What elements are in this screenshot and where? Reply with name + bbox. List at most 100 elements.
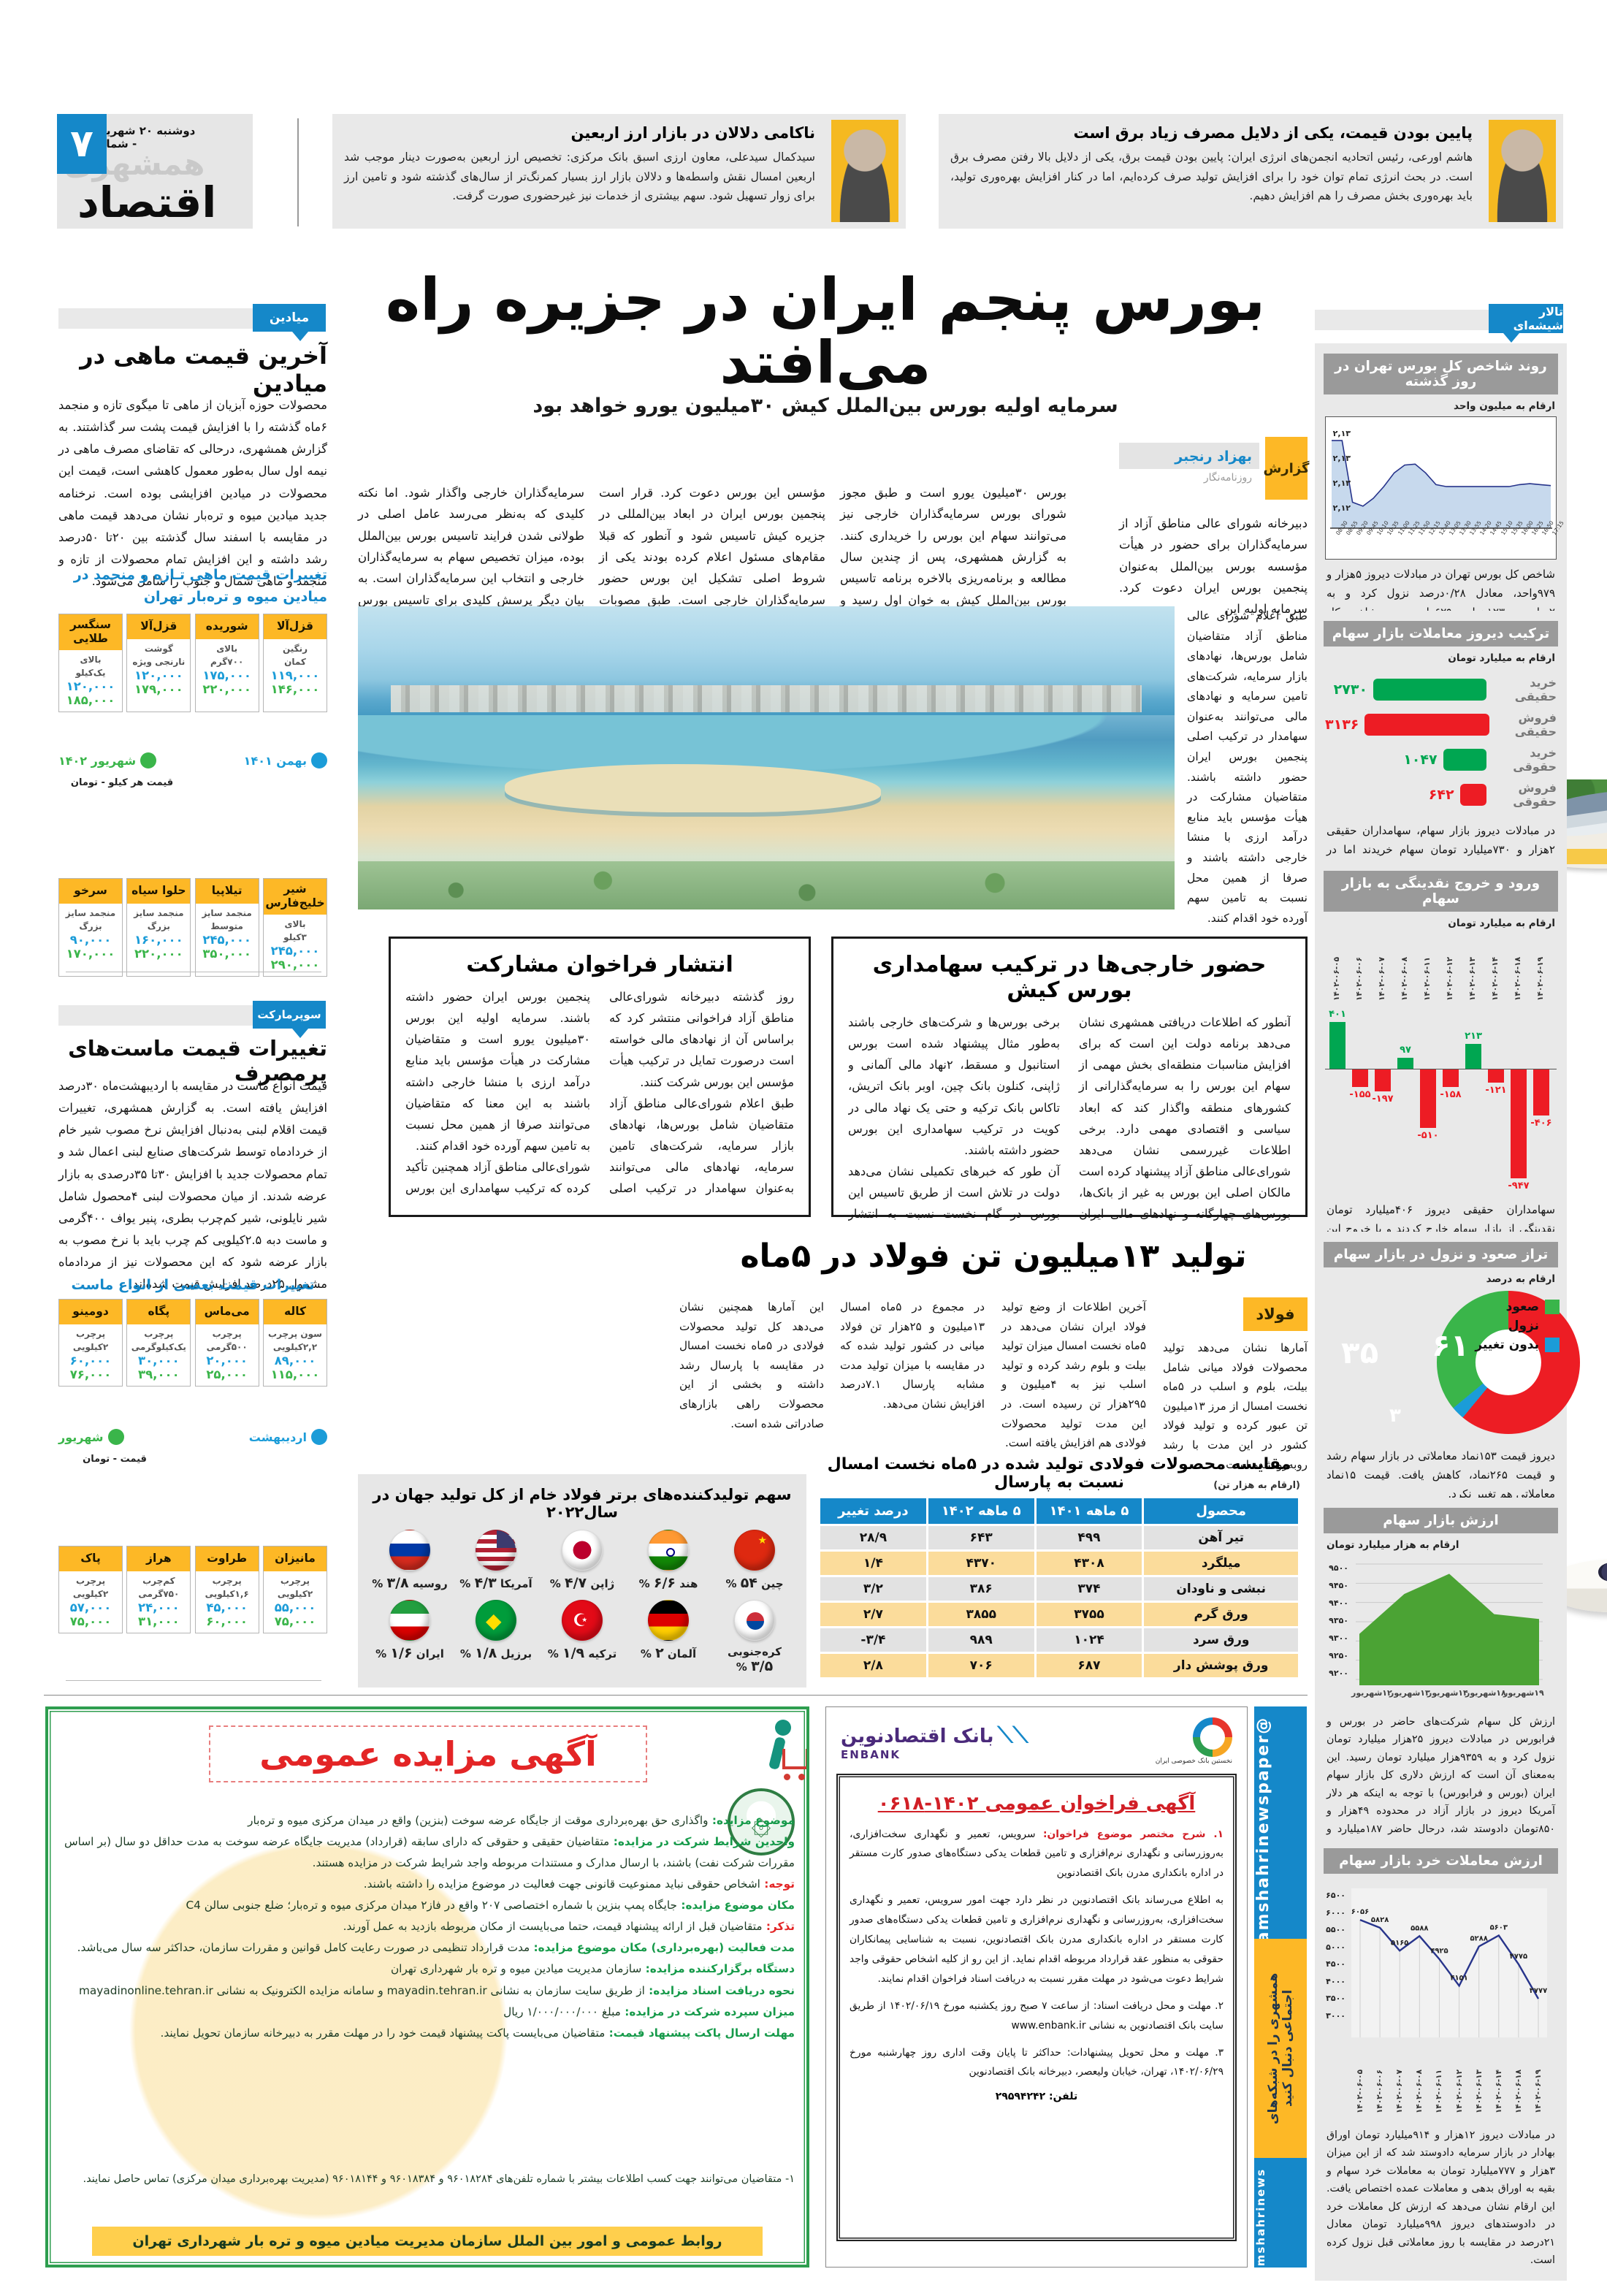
top-article-title: پایین بودن قیمت، یکی از دلایل مصرف زیاد … <box>1073 124 1473 142</box>
pie-value-down: ۶۱ <box>1432 1327 1470 1363</box>
ytick: ۲,۱۳ <box>1332 478 1351 488</box>
market-value-area-svg <box>1356 1563 1543 1685</box>
municipality-auction-ad: آگهی مزایده عمومی موضوع مزایده: واگذاری … <box>45 1706 809 2268</box>
legend-swatch <box>1545 1338 1560 1352</box>
country-share: کره‌جنوبی ۳/۵ % <box>715 1600 794 1674</box>
green-dot-icon <box>107 1429 124 1445</box>
panel-unit: ارقام به درصد <box>1486 1273 1555 1285</box>
country-share-label: هند ۶/۶ % <box>629 1575 708 1591</box>
auction-line-text: سازمان مدیریت میادین میوه و تره بار شهرد… <box>390 1962 642 1976</box>
flow-value: -۹۴۷ <box>1508 1181 1530 1191</box>
table-cell: ۳۷۵۵ <box>1036 1603 1142 1626</box>
auction-line-text: اشخاص حقوقی نباید ممنوعیت قانونی جهت فعا… <box>363 1877 760 1891</box>
country-name: برزیل <box>497 1647 533 1660</box>
country-share-value: ۶/۶ <box>653 1575 676 1591</box>
ytick: ۹۲۰۰ <box>1329 1668 1348 1678</box>
kish-box-text: آنطور که اطلاعات دریافتی همشهری نشان می‌… <box>848 1015 1291 1221</box>
enbank-brand-fa: بانک اقتصادنوین <box>841 1725 994 1747</box>
country-share: چین ۵۴ % <box>715 1530 794 1591</box>
product-name: سنگسر طلایی <box>59 614 123 650</box>
flow-value: ۹۷ <box>1400 1044 1411 1056</box>
table-cell: ۲/۷ <box>820 1603 926 1626</box>
byline-role: روزنامه‌نگار <box>1203 472 1252 484</box>
bar <box>1459 784 1486 806</box>
col-header: درصد تغییر <box>820 1498 926 1524</box>
page-number: ۷ <box>57 114 107 174</box>
steel-producers-flags: چین ۵۴ %هند ۶/۶ %ژاپن ۴/۷ %آمریکا ۴/۳ %ر… <box>358 1525 806 1679</box>
product-desc: پرچرب ۵۰۰گرمی <box>206 1329 248 1352</box>
article-side-col: طبق اعلام شورای عالی مناطق آزاد متقاضیان… <box>1187 609 1308 925</box>
flow-date: ۱۴۰۲-۰۶-۱۱ <box>1423 957 1432 1001</box>
percent-sign: % <box>736 1660 752 1674</box>
price-new: ۲۲۰,۰۰۰ <box>134 947 183 961</box>
ytick: ۹۳۵۰ <box>1329 1616 1348 1625</box>
portrait-oraee <box>1489 120 1556 222</box>
xtick: ۱۴۰۲-۰۶-۰۸ <box>1415 2070 1424 2113</box>
country-name: هند <box>675 1577 698 1590</box>
country-share-label: روسیه ۳/۸ % <box>370 1575 449 1591</box>
table-cell: ورق گرم <box>1144 1603 1298 1626</box>
flow-bar <box>1375 1069 1391 1092</box>
enbank-mark-icon: ⟋⟋ <box>997 1722 1028 1748</box>
country-share: آلمان ۲ % <box>629 1600 708 1674</box>
product-desc: بالای ۷۰۰گرم <box>210 644 244 667</box>
flow-bar <box>1420 1069 1436 1128</box>
header-divider <box>297 118 299 226</box>
flag-row: کره‌جنوبی ۳/۵ %آلمان ۲ % ترکیه ۱/۹ % برزیل… <box>358 1595 806 1679</box>
country-share-label: کره‌جنوبی ۳/۵ % <box>715 1645 794 1674</box>
germany-flag-icon <box>648 1600 689 1641</box>
product-name: هراز <box>127 1546 191 1571</box>
kish-box-title: حضور خارجی‌ها در ترکیب سهامداری بورس کیش <box>872 952 1267 1003</box>
participation-text: روز گذشته دبیرخانه شورای‌عالی مناطق آزاد… <box>405 990 794 1196</box>
col-header: ۵ ماهه ۱۴۰۱ <box>1036 1498 1142 1524</box>
price-card: حلوا سیاه منجمد سایز بزرگ ۱۶۰,۰۰۰ ۲۲۰,۰۰۰ <box>126 878 191 977</box>
supermarket-body: قیمت انواع ماست در مقایسه با اردیبهشت‌ما… <box>58 1079 327 1292</box>
price-card: مانیزان پرچرب ۲کیلویی ۵۵,۰۰۰ ۷۵,۰۰۰ <box>263 1546 327 1633</box>
xtick: ۱۴۰۲-۰۶-۱۸ <box>1514 2070 1523 2113</box>
flow-bar <box>1397 1057 1413 1069</box>
index-intraday-chart: ۲,۱۳ ۲,۱۳ ۲,۱۳ ۲,۱۲ 08:30 08:55 09:20 09:45 10:1… <box>1325 416 1565 560</box>
auction-ad-note: ۱- متقاضیان می‌توانند جهت کسب اطلاعات بی… <box>83 2173 795 2185</box>
table-cell: ۴۳۰۸ <box>1036 1552 1142 1575</box>
country-share-value: ۱/۹ <box>562 1645 585 1661</box>
country-share-value: ۳/۸ <box>386 1575 409 1591</box>
social-media-strip: @hamshahrinewspaper همشهری را در شبکه‌ها… <box>1254 1706 1307 2284</box>
auction-line-label: موضوع مزایده: <box>708 1814 795 1827</box>
country-share-value: ۴/۳ <box>474 1575 497 1591</box>
ytick: ۶۰۰۰ <box>1326 1907 1345 1918</box>
product-name: می‌ماس <box>195 1300 259 1324</box>
country-share-label: ترکیه ۱/۹ % <box>543 1645 622 1661</box>
flow-bar <box>1352 1069 1368 1087</box>
portrait-seyed-ali <box>831 120 898 222</box>
sidebar-tag: تالار شیشه‌ای <box>1489 304 1563 333</box>
auction-line-label: مدت فعالیت (بهره‌برداری) مکان موضوع مزای… <box>530 1941 795 1955</box>
table-cell: ۲/۸ <box>820 1654 926 1677</box>
auction-line: تذکر: متقاضیان قبل از ارائه پیشنهاد قیمت… <box>64 1916 795 1937</box>
legend-row: صعود <box>1475 1300 1560 1314</box>
table-cell: ۲۸/۹ <box>820 1526 926 1549</box>
flow-date: ۱۴۰۲-۰۶-۱۹ <box>1536 957 1545 1001</box>
enbank-wordmark: ⟋⟋ بانک اقتصادنوین ENBANK <box>841 1723 1028 1761</box>
kish-sand-spit <box>505 763 881 813</box>
svg-text:۴۷۷۵: ۴۷۷۵ <box>1510 1953 1527 1961</box>
steel-col-1: آمارها نشان می‌دهد تولید محصولات فولاد م… <box>1163 1341 1308 1471</box>
panel-unit: ارقام به هزار میلیارد تومان <box>1327 1539 1459 1551</box>
y-axis-ticks: ۲,۱۳ ۲,۱۳ ۲,۱۳ ۲,۱۲ <box>1329 422 1351 521</box>
price-old: ۵۵,۰۰۰ <box>274 1601 316 1614</box>
table-cell: ۱۰۲۴ <box>1036 1628 1142 1652</box>
country-share-value: ۵۴ <box>740 1575 757 1591</box>
fish-cards-row2: شیر خلیج‌فارس بالای ۳کیلو ۲۴۵,۰۰۰ ۲۹۰,۰۰۰ تی… <box>58 878 327 977</box>
product-name: طراوت <box>195 1546 259 1571</box>
price-old: ۲۴,۰۰۰ <box>138 1601 180 1614</box>
article-col-1: دبیرخانه شورای عالی مناطق آزاد از سرمایه… <box>1119 516 1308 617</box>
top-article-electricity: پایین بودن قیمت، یکی از دلایل مصرف زیاد … <box>939 114 1563 229</box>
trade-bar-row: فروش حقیقی ۳۱۳۶ <box>1325 711 1557 739</box>
legend-label: صعود <box>1505 1300 1539 1314</box>
auction-line-text: واگذاری حق بهره‌برداری موقت از جایگاه عر… <box>248 1814 709 1827</box>
product-name: قزل‌آلا <box>264 614 327 639</box>
korea-flag-icon <box>734 1600 775 1641</box>
auction-line-text: مبلغ ۱/۰۰۰/۰۰۰/۰۰۰ ریال <box>503 2005 621 2018</box>
x-axis-labels: ۱۲شهریور ۱۳شهریور ۱۴شهریور ۱۸شهریور ۱۹شهریور <box>1351 1688 1564 1704</box>
